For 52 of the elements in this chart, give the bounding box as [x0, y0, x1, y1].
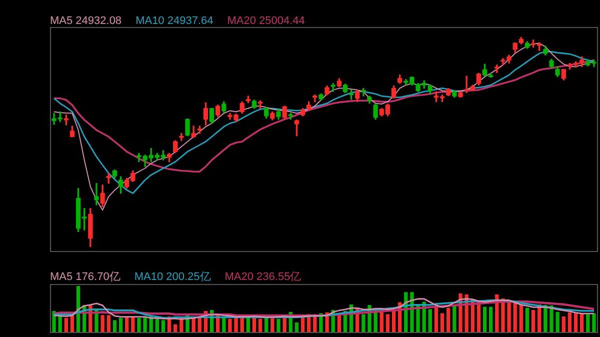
- bar: [161, 320, 166, 332]
- bar: [228, 318, 232, 332]
- bar: [258, 318, 262, 332]
- bar: [452, 304, 456, 332]
- bar: [70, 315, 74, 332]
- text: MA20 25004.44: [227, 15, 305, 27]
- bar: [174, 324, 178, 332]
- bar: [52, 310, 56, 332]
- bar: [106, 315, 110, 332]
- bar: [501, 298, 505, 332]
- bar: [137, 318, 141, 332]
- bar: [482, 306, 487, 332]
- bar: [234, 316, 238, 332]
- bar: [592, 313, 596, 332]
- bar: [550, 305, 554, 332]
- bar: [362, 314, 366, 332]
- bar: [294, 322, 299, 332]
- bar: [507, 300, 511, 332]
- bar: [489, 306, 493, 332]
- bar: [198, 318, 202, 332]
- bar: [155, 318, 159, 332]
- bar: [586, 314, 590, 332]
- bar: [434, 306, 438, 332]
- bar: [180, 318, 184, 332]
- bar: [446, 308, 450, 332]
- text: MA10 24937.64: [136, 15, 214, 27]
- bar: [118, 318, 123, 332]
- text: MA5 176.70亿: [50, 271, 120, 283]
- bar: [276, 318, 280, 332]
- bar: [64, 318, 68, 332]
- text: MA5 24932.08: [50, 15, 122, 27]
- bar: [222, 318, 226, 332]
- bar: [544, 304, 548, 332]
- bar: [270, 318, 274, 332]
- bar: [525, 308, 530, 332]
- bar: [143, 316, 147, 332]
- bar: [574, 313, 578, 332]
- bar: [58, 316, 62, 332]
- text: MA20 236.55亿: [224, 271, 302, 283]
- bar: [440, 313, 444, 332]
- bar: [519, 304, 523, 332]
- bar: [568, 312, 572, 332]
- bar: [112, 320, 117, 332]
- text: MA10 200.25亿: [134, 271, 211, 283]
- bar: [531, 310, 536, 332]
- bar: [580, 313, 584, 332]
- bar: [428, 309, 432, 332]
- bar: [386, 314, 390, 332]
- bar: [192, 318, 196, 332]
- bar: [100, 315, 104, 332]
- bar: [562, 316, 566, 332]
- bar: [556, 312, 560, 332]
